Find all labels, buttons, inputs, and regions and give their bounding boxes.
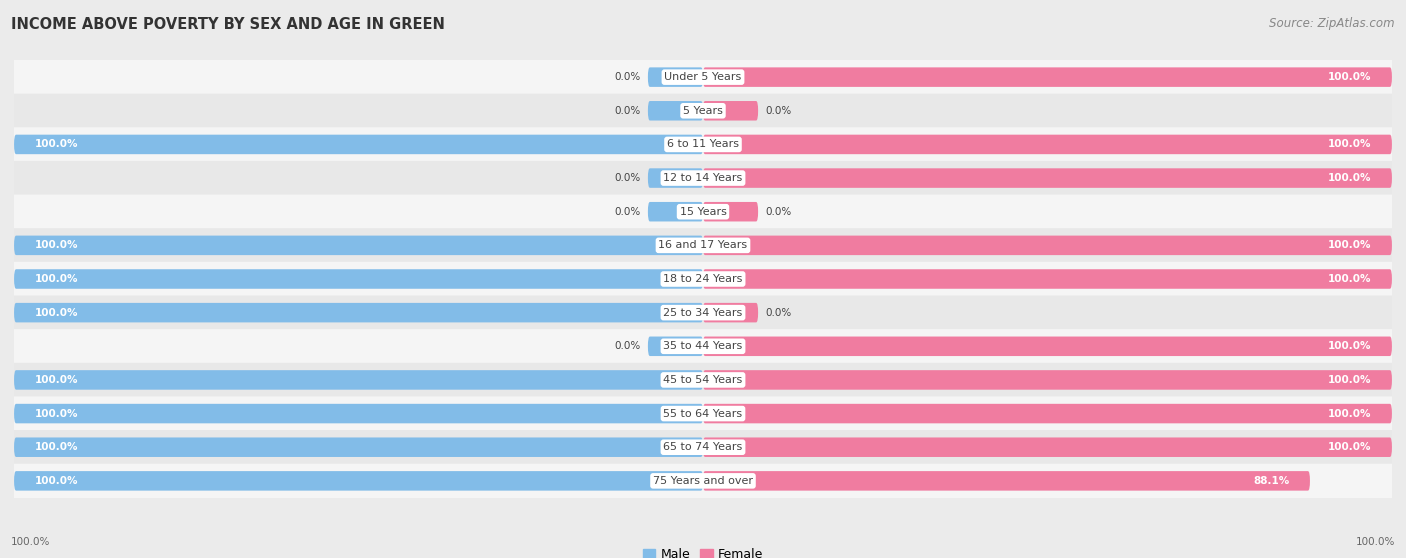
Text: 100.0%: 100.0% [1327, 442, 1371, 452]
FancyBboxPatch shape [14, 127, 1392, 162]
Text: 16 and 17 Years: 16 and 17 Years [658, 240, 748, 251]
FancyBboxPatch shape [703, 235, 1392, 255]
FancyBboxPatch shape [703, 404, 1392, 424]
Text: 100.0%: 100.0% [11, 537, 51, 547]
FancyBboxPatch shape [14, 228, 1392, 262]
FancyBboxPatch shape [14, 94, 1392, 128]
Text: 18 to 24 Years: 18 to 24 Years [664, 274, 742, 284]
Text: 65 to 74 Years: 65 to 74 Years [664, 442, 742, 452]
Text: Source: ZipAtlas.com: Source: ZipAtlas.com [1270, 17, 1395, 30]
Text: 25 to 34 Years: 25 to 34 Years [664, 307, 742, 318]
FancyBboxPatch shape [703, 169, 1392, 188]
Text: 55 to 64 Years: 55 to 64 Years [664, 408, 742, 418]
Text: 6 to 11 Years: 6 to 11 Years [666, 140, 740, 150]
FancyBboxPatch shape [648, 68, 703, 87]
Text: 100.0%: 100.0% [1327, 173, 1371, 183]
FancyBboxPatch shape [703, 202, 758, 222]
Text: 0.0%: 0.0% [614, 106, 641, 116]
FancyBboxPatch shape [648, 169, 703, 188]
Text: 100.0%: 100.0% [35, 476, 79, 486]
FancyBboxPatch shape [703, 471, 1310, 490]
FancyBboxPatch shape [648, 336, 703, 356]
Text: 100.0%: 100.0% [35, 375, 79, 385]
Text: 100.0%: 100.0% [35, 307, 79, 318]
FancyBboxPatch shape [14, 195, 1392, 229]
FancyBboxPatch shape [14, 329, 1392, 363]
FancyBboxPatch shape [14, 296, 1392, 330]
FancyBboxPatch shape [14, 235, 703, 255]
FancyBboxPatch shape [14, 396, 1392, 431]
FancyBboxPatch shape [703, 134, 1392, 154]
Text: 15 Years: 15 Years [679, 206, 727, 217]
FancyBboxPatch shape [648, 101, 703, 121]
FancyBboxPatch shape [703, 370, 1392, 389]
Text: 0.0%: 0.0% [614, 72, 641, 82]
FancyBboxPatch shape [648, 202, 703, 222]
Text: 0.0%: 0.0% [765, 106, 792, 116]
Text: 0.0%: 0.0% [614, 206, 641, 217]
Text: 45 to 54 Years: 45 to 54 Years [664, 375, 742, 385]
FancyBboxPatch shape [703, 270, 1392, 288]
FancyBboxPatch shape [14, 303, 703, 323]
FancyBboxPatch shape [14, 60, 1392, 94]
FancyBboxPatch shape [14, 437, 703, 457]
FancyBboxPatch shape [703, 336, 1392, 356]
Text: INCOME ABOVE POVERTY BY SEX AND AGE IN GREEN: INCOME ABOVE POVERTY BY SEX AND AGE IN G… [11, 17, 446, 32]
Text: 5 Years: 5 Years [683, 106, 723, 116]
Text: 88.1%: 88.1% [1253, 476, 1289, 486]
Text: 100.0%: 100.0% [35, 140, 79, 150]
Text: 0.0%: 0.0% [614, 173, 641, 183]
FancyBboxPatch shape [14, 430, 1392, 464]
FancyBboxPatch shape [14, 134, 703, 154]
FancyBboxPatch shape [14, 270, 703, 288]
FancyBboxPatch shape [14, 370, 703, 389]
FancyBboxPatch shape [14, 404, 703, 424]
Text: 100.0%: 100.0% [1327, 72, 1371, 82]
Text: 12 to 14 Years: 12 to 14 Years [664, 173, 742, 183]
Text: 100.0%: 100.0% [1327, 375, 1371, 385]
Text: 100.0%: 100.0% [35, 274, 79, 284]
FancyBboxPatch shape [14, 262, 1392, 296]
Text: 100.0%: 100.0% [1327, 140, 1371, 150]
FancyBboxPatch shape [14, 363, 1392, 397]
Text: 100.0%: 100.0% [35, 408, 79, 418]
Text: 100.0%: 100.0% [1355, 537, 1395, 547]
Text: 0.0%: 0.0% [765, 307, 792, 318]
Text: 100.0%: 100.0% [35, 240, 79, 251]
Text: 100.0%: 100.0% [1327, 341, 1371, 352]
FancyBboxPatch shape [14, 464, 1392, 498]
Text: 0.0%: 0.0% [765, 206, 792, 217]
FancyBboxPatch shape [14, 471, 703, 490]
FancyBboxPatch shape [703, 68, 1392, 87]
Text: 100.0%: 100.0% [1327, 408, 1371, 418]
Text: 100.0%: 100.0% [1327, 240, 1371, 251]
FancyBboxPatch shape [703, 101, 758, 121]
Legend: Male, Female: Male, Female [643, 548, 763, 558]
Text: 0.0%: 0.0% [614, 341, 641, 352]
Text: Under 5 Years: Under 5 Years [665, 72, 741, 82]
Text: 75 Years and over: 75 Years and over [652, 476, 754, 486]
FancyBboxPatch shape [703, 437, 1392, 457]
FancyBboxPatch shape [703, 303, 758, 323]
Text: 100.0%: 100.0% [1327, 274, 1371, 284]
FancyBboxPatch shape [14, 161, 1392, 195]
Text: 35 to 44 Years: 35 to 44 Years [664, 341, 742, 352]
Text: 100.0%: 100.0% [35, 442, 79, 452]
